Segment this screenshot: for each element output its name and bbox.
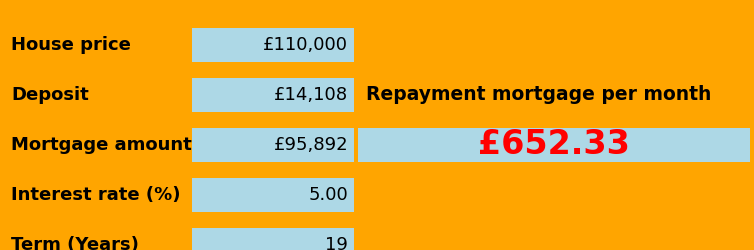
FancyBboxPatch shape xyxy=(358,128,750,162)
Text: 5.00: 5.00 xyxy=(308,186,348,204)
Text: Interest rate (%): Interest rate (%) xyxy=(11,186,181,204)
Text: Repayment mortgage per month: Repayment mortgage per month xyxy=(366,86,711,104)
Text: £14,108: £14,108 xyxy=(274,86,348,104)
Text: Mortgage amount: Mortgage amount xyxy=(11,136,192,154)
Text: £95,892: £95,892 xyxy=(274,136,348,154)
FancyBboxPatch shape xyxy=(192,78,354,112)
Text: 19: 19 xyxy=(326,236,348,250)
Text: House price: House price xyxy=(11,36,131,54)
FancyBboxPatch shape xyxy=(192,228,354,250)
Text: Deposit: Deposit xyxy=(11,86,89,104)
Text: £652.33: £652.33 xyxy=(478,128,630,162)
Text: Term (Years): Term (Years) xyxy=(11,236,139,250)
FancyBboxPatch shape xyxy=(192,178,354,212)
Text: £110,000: £110,000 xyxy=(263,36,348,54)
FancyBboxPatch shape xyxy=(192,128,354,162)
FancyBboxPatch shape xyxy=(192,28,354,62)
